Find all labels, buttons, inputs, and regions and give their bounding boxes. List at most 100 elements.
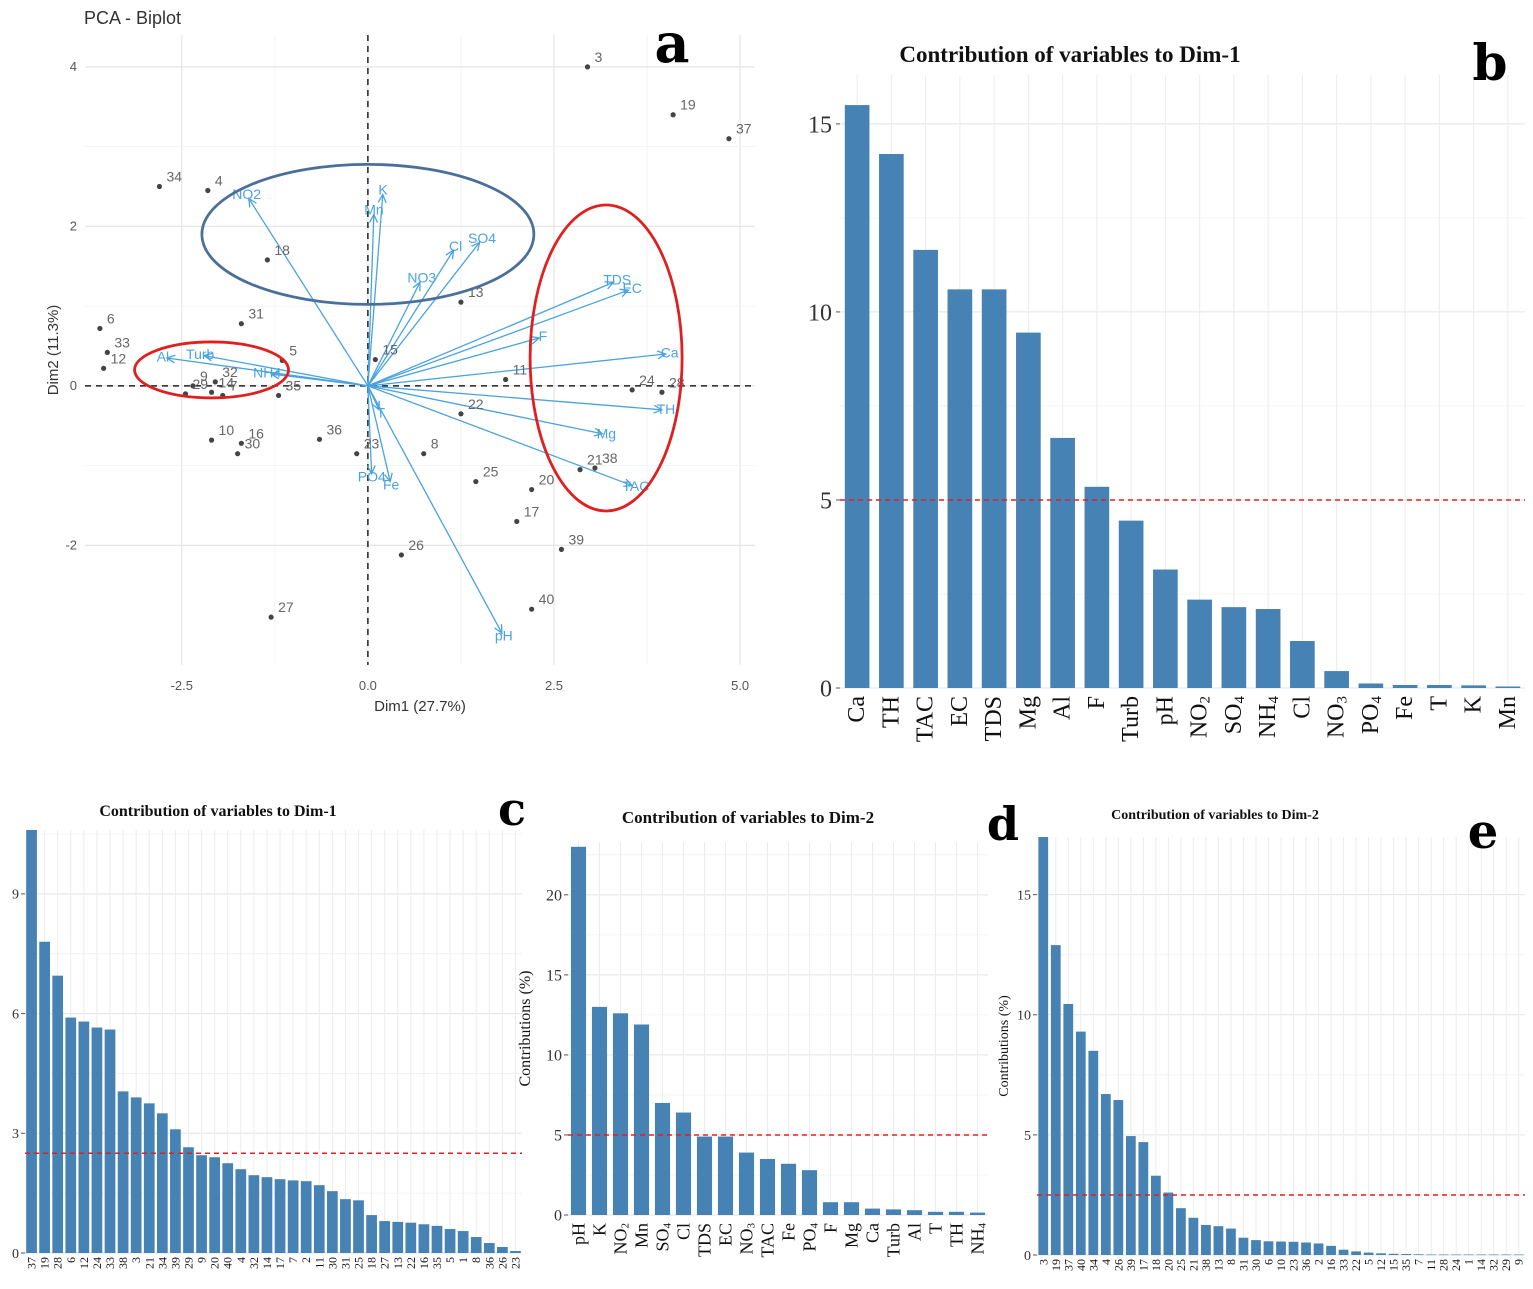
bar-x-tick-label: 14 — [260, 1257, 274, 1269]
observation-point — [670, 112, 676, 118]
contribution-bar — [392, 1221, 404, 1253]
observation-label: 40 — [539, 591, 555, 607]
arrow-head — [445, 249, 455, 260]
bar-x-tick-label: 25 — [1174, 1259, 1188, 1271]
bar-x-tick-label: 21 — [1186, 1259, 1200, 1271]
contribution-bar — [1213, 1226, 1224, 1255]
bar-x-tick-label: 19 — [38, 1257, 52, 1269]
bar-x-tick-label: 1 — [456, 1257, 470, 1263]
contribution-bar — [1290, 640, 1315, 688]
variable-arrow-label: NO3 — [407, 270, 436, 286]
contribution-bar — [1495, 686, 1521, 688]
bar-x-tick-label: 2 — [299, 1257, 313, 1263]
bar-x-tick-label: 10 — [1274, 1259, 1288, 1271]
contribution-bar — [130, 1097, 142, 1253]
variable-arrow-label: K — [378, 182, 388, 198]
observation-point — [104, 349, 110, 355]
observation-label: 4 — [215, 173, 223, 189]
contribution-bar — [1038, 837, 1049, 1255]
cluster-ellipse — [528, 203, 684, 513]
variable-arrow — [367, 241, 481, 387]
contribution-bar — [510, 1251, 521, 1253]
observation-point — [208, 437, 215, 443]
contribution-bar — [1351, 1251, 1361, 1255]
bar-x-tick-label: 35 — [1399, 1259, 1413, 1271]
contribution-bar — [287, 1180, 299, 1253]
observation-point — [190, 383, 196, 389]
contribution-bar — [470, 1237, 482, 1253]
contribution-bar — [379, 1221, 391, 1253]
bar-x-tick-label: Ca — [863, 1223, 883, 1243]
contribution-bar — [1426, 1254, 1437, 1256]
arrow-head — [369, 212, 379, 223]
contribution-bar — [26, 830, 37, 1253]
observation-label: 7 — [230, 377, 238, 393]
bar-x-tick-label: 9 — [195, 1257, 209, 1263]
contribution-bar — [591, 1006, 608, 1215]
bar-x-tick-label: 27 — [378, 1257, 392, 1269]
variable-arrow — [367, 385, 391, 482]
biplot-y-tick-label: 0 — [70, 378, 77, 393]
contribution-bar — [65, 1017, 77, 1253]
variable-arrow — [367, 353, 666, 387]
biplot-y-axis-label: Dim2 (11.3%) — [45, 305, 62, 396]
bar-x-tick-label: T — [926, 1223, 946, 1234]
bar-y-tick-label: 15 — [1017, 889, 1031, 904]
arrow-head — [604, 281, 615, 290]
contribution-bar — [326, 1191, 338, 1253]
contribution-bar — [366, 1215, 377, 1253]
biplot-y-tick-label: -2 — [65, 537, 77, 552]
observation-point — [101, 365, 107, 371]
bar-x-tick-label: 36 — [482, 1257, 496, 1269]
bar-x-tick-label: 16 — [1324, 1259, 1338, 1271]
bar-x-tick-label: 7 — [1412, 1259, 1426, 1265]
contribution-bar — [1338, 1249, 1349, 1255]
arrow-head — [412, 280, 421, 292]
arrow-head — [619, 288, 630, 298]
contribution-bar — [570, 846, 587, 1215]
bar-x-tick-label: 37 — [25, 1257, 39, 1269]
observation-point — [514, 518, 520, 525]
variable-arrow-label: TAC — [622, 478, 649, 494]
bar-x-tick-label: 32 — [247, 1257, 261, 1269]
biplot-x-tick-label: -2.5 — [171, 678, 193, 693]
contribution-bar — [52, 975, 64, 1253]
bar-x-tick-label: 6 — [1261, 1259, 1275, 1265]
observation-label: 30 — [245, 436, 261, 452]
contribution-bar — [248, 1175, 260, 1253]
contribution-bar — [1163, 1192, 1174, 1255]
biplot-x-axis-label: Dim1 (27.7%) — [374, 698, 466, 715]
contribution-bar — [969, 1212, 986, 1215]
contribution-bar — [1088, 1050, 1099, 1255]
bar-chart-title: Contribution of variables to Dim-1 — [99, 803, 336, 820]
contribution-bar — [405, 1222, 417, 1253]
observation-point — [264, 257, 270, 263]
bar-x-tick-label: EC — [947, 696, 973, 727]
bar-x-tick-label: 7 — [286, 1257, 300, 1263]
bar-x-tick-label: 3 — [129, 1257, 143, 1263]
contribution-bar — [822, 1202, 839, 1215]
variable-arrow — [203, 354, 369, 387]
cluster-ellipse — [200, 162, 536, 306]
contribution-bar — [927, 1211, 944, 1215]
variable-arrow-label: SO4 — [468, 230, 496, 246]
bar-x-tick-label: 20 — [208, 1257, 222, 1269]
bar-x-tick-label: 37 — [1061, 1259, 1075, 1271]
bar-x-tick-label: 5 — [1362, 1259, 1376, 1265]
contribution-bar — [196, 1155, 207, 1253]
observation-label: 10 — [219, 422, 235, 438]
contribution-bar — [1188, 1217, 1199, 1255]
contribution-bar — [759, 1158, 776, 1215]
variable-arrow-label: EC — [622, 280, 641, 296]
arrow-head — [494, 624, 503, 635]
observation-point — [275, 392, 282, 399]
observation-label: 23 — [364, 436, 380, 452]
contribution-bar — [1176, 1208, 1186, 1255]
variable-arrow-label: Fe — [383, 476, 400, 492]
bar-x-tick-label: 6 — [64, 1257, 78, 1263]
contribution-bar — [1276, 1241, 1286, 1255]
panel-letter: c — [498, 782, 526, 836]
panel-letter-a: a — [655, 11, 690, 75]
contribution-bar — [612, 1013, 629, 1215]
observation-point — [316, 436, 323, 442]
